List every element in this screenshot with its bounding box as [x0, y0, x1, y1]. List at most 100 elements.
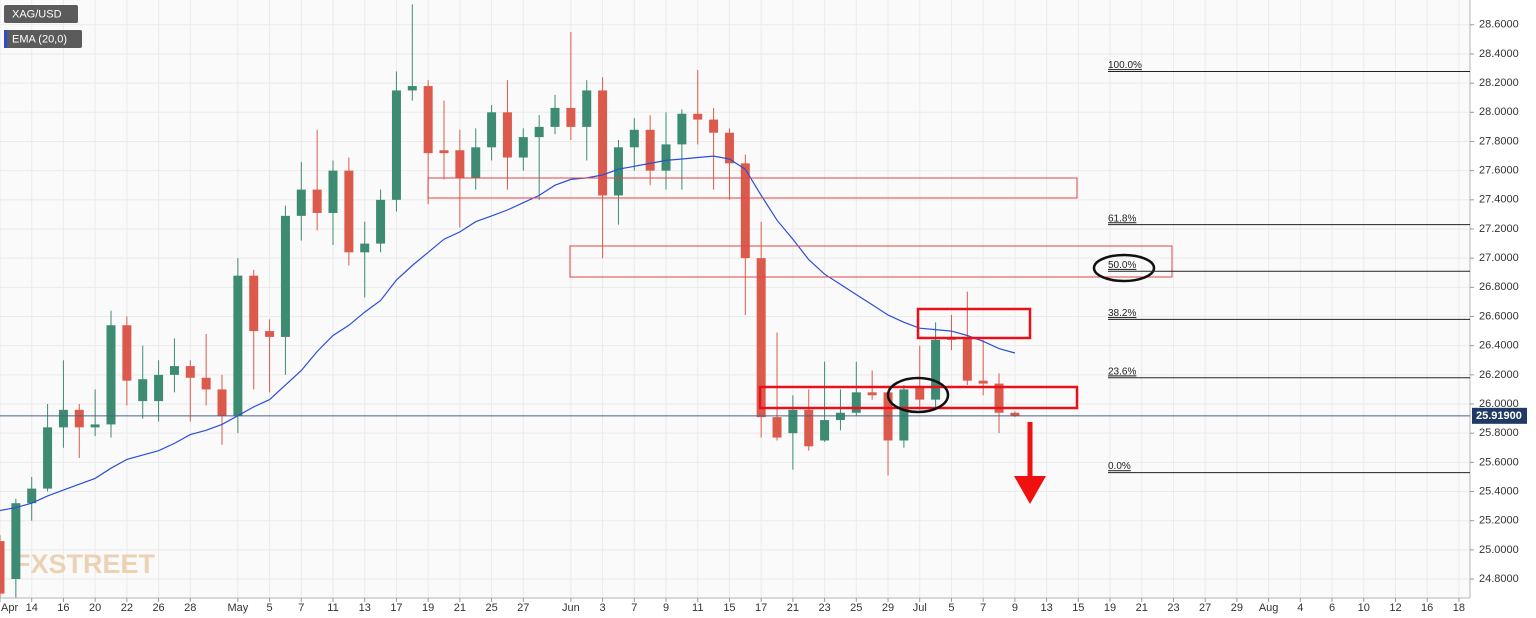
candle-body	[58, 409, 68, 428]
y-tick-label: 26.2000	[1479, 369, 1519, 381]
x-tick-label: 5	[267, 602, 273, 614]
candle-body	[693, 113, 703, 120]
candle-body	[804, 409, 814, 447]
x-tick-label: 7	[298, 602, 304, 614]
grid	[0, 0, 1470, 598]
y-tick-label: 24.8000	[1479, 573, 1519, 585]
y-tick-label: 28.6000	[1479, 19, 1519, 31]
x-tick-label: Aug	[1259, 602, 1279, 614]
fib-label: 50.0%	[1108, 260, 1136, 271]
x-tick-label: 17	[390, 602, 402, 614]
candle-body	[439, 150, 449, 154]
x-tick-label: 4	[1297, 602, 1303, 614]
x-tick-label: 27	[517, 602, 529, 614]
y-tick-label: 26.0000	[1479, 398, 1519, 410]
x-tick-label: 20	[89, 602, 101, 614]
candle-body	[138, 379, 148, 402]
candle-body	[391, 90, 401, 200]
y-tick-label: 27.2000	[1479, 223, 1519, 235]
y-tick-label: 25.8000	[1479, 427, 1519, 439]
x-tick-label: 7	[980, 602, 986, 614]
x-tick-label: 28	[184, 602, 196, 614]
candle-body	[978, 380, 988, 384]
fib-label: 100.0%	[1108, 60, 1142, 71]
x-tick-label: 22	[121, 602, 133, 614]
fib-label: 38.2%	[1108, 308, 1136, 319]
y-tick-label: 25.2000	[1479, 515, 1519, 527]
x-tick-label: 16	[1421, 602, 1433, 614]
candle-body	[455, 150, 465, 178]
candle-body	[360, 243, 370, 253]
x-tick-label: 29	[1231, 602, 1243, 614]
candle-body	[344, 170, 354, 253]
candle-body	[201, 377, 211, 390]
candle-body	[471, 147, 481, 178]
candle-body	[566, 107, 576, 127]
candle-body	[296, 189, 306, 216]
y-tick-label: 26.4000	[1479, 340, 1519, 352]
legend-symbol: XAG/USD	[12, 8, 62, 20]
x-tick-label: 26	[152, 602, 164, 614]
fib-label: 0.0%	[1108, 461, 1131, 472]
candle-body	[645, 129, 655, 171]
arrow-head	[1014, 476, 1046, 504]
x-tick-label: 21	[1136, 602, 1148, 614]
x-tick-label: 27	[1199, 602, 1211, 614]
candle-body	[328, 170, 338, 213]
candle-body	[883, 392, 893, 441]
candle-body	[899, 389, 909, 441]
candle-body	[312, 189, 322, 213]
x-tick-label: 25	[485, 602, 497, 614]
x-tick-label: 17	[755, 602, 767, 614]
candle-body	[217, 389, 227, 416]
candle-body	[185, 366, 195, 378]
zone-box	[758, 385, 1079, 410]
last-price-label: 25.91900	[1476, 410, 1522, 422]
y-tick-label: 26.8000	[1479, 281, 1519, 293]
fib-label: 61.8%	[1108, 213, 1136, 224]
candle-body	[661, 144, 671, 171]
legend: XAG/USD EMA (20,0)	[4, 5, 82, 48]
candle-body	[550, 107, 560, 127]
candle-body	[931, 339, 941, 400]
legend-indicator: EMA (20,0)	[12, 33, 67, 45]
y-tick-label: 25.6000	[1479, 456, 1519, 468]
candle-body	[613, 147, 623, 196]
y-tick-label: 28.2000	[1479, 77, 1519, 89]
x-tick-label: 13	[359, 602, 371, 614]
candle-body	[1010, 412, 1020, 416]
x-tick-label: 23	[1167, 602, 1179, 614]
x-tick-label: Jun	[562, 602, 580, 614]
candle-body	[407, 86, 417, 91]
x-tick-label: 12	[1389, 602, 1401, 614]
candle-body	[249, 275, 259, 332]
x-tick-label: 5	[948, 602, 954, 614]
legend-box	[4, 30, 82, 48]
zone-box	[427, 177, 1078, 199]
candle-body	[629, 129, 639, 148]
candle-body	[106, 325, 116, 425]
candle-body	[709, 119, 719, 133]
x-tick-label: 21	[787, 602, 799, 614]
x-tick-label: 9	[1012, 602, 1018, 614]
candle-body	[11, 503, 21, 580]
x-tick-label: 15	[1072, 602, 1084, 614]
candle-body	[867, 392, 877, 396]
candle-body	[265, 331, 275, 337]
y-tick-label: 26.6000	[1479, 310, 1519, 322]
candle-body	[233, 275, 243, 416]
candle-body	[534, 126, 544, 138]
y-tick-label: 27.8000	[1479, 135, 1519, 147]
candle-body	[835, 412, 845, 421]
zone-box	[569, 245, 1173, 278]
x-tick-label: 9	[663, 602, 669, 614]
x-tick-label: 19	[422, 602, 434, 614]
candle-body	[851, 392, 861, 413]
annotations	[427, 177, 1173, 504]
x-tick-label: 25	[850, 602, 862, 614]
y-tick-label: 25.0000	[1479, 544, 1519, 556]
x-tick-label: 3	[600, 602, 606, 614]
x-tick-label: 19	[1104, 602, 1116, 614]
